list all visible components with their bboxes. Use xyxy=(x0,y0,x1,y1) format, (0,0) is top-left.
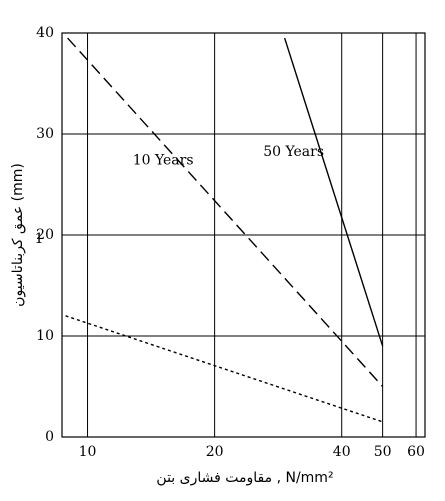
x-tick-label: 10 xyxy=(79,444,97,460)
x-axis-label: مقاومت فشاری بتن , N/mm² xyxy=(156,470,333,486)
line xyxy=(283,37,384,347)
y-tick-label: 0 xyxy=(45,429,54,445)
y-axis-label: عمق کربناتاسیون (mm) xyxy=(10,163,26,307)
line xyxy=(67,37,384,387)
series-label: 50 Years xyxy=(263,144,324,160)
y-tick-label: 20 xyxy=(36,227,54,243)
x-tick-label: 60 xyxy=(407,444,425,460)
line xyxy=(65,315,383,423)
x-tick-label: 40 xyxy=(333,444,351,460)
y-tick-label: 40 xyxy=(36,25,54,41)
series-label: 1 xyxy=(35,231,44,247)
y-tick-label: 30 xyxy=(36,126,54,142)
series-label: 10 Years xyxy=(133,152,194,168)
x-tick-label: 50 xyxy=(374,444,392,460)
y-tick-label: 10 xyxy=(36,328,54,344)
x-tick-label: 20 xyxy=(206,444,224,460)
